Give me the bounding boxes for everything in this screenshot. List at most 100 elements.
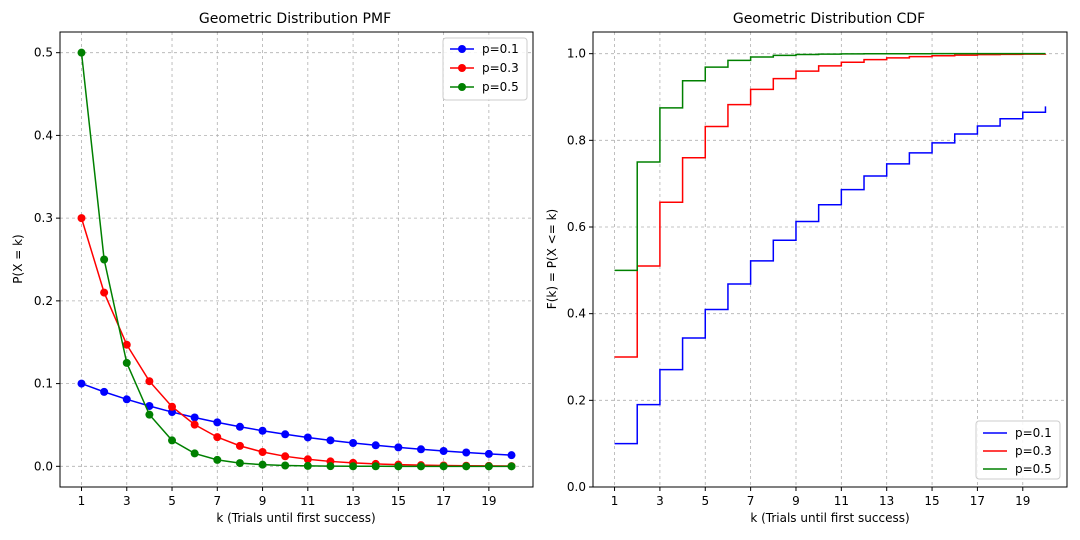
pmf-point-p05 — [416, 462, 425, 471]
pmf-x-ticks: 1 3 5 7 9 11 13 15 17 19 — [78, 487, 497, 508]
pmf-point-p05 — [190, 449, 199, 458]
pmf-x-tick-label: 3 — [123, 494, 131, 508]
pmf-y-tick-label: 0.0 — [34, 459, 53, 473]
pmf-point-p05 — [235, 459, 244, 468]
pmf-point-p05 — [122, 358, 131, 367]
pmf-x-tick-label: 13 — [345, 494, 360, 508]
pmf-point-p01 — [190, 413, 199, 422]
pmf-point-p01 — [462, 448, 471, 457]
pmf-y-tick-label: 0.1 — [34, 377, 53, 391]
pmf-point-p03 — [100, 288, 109, 297]
pmf-point-p05 — [484, 462, 493, 471]
cdf-series-line-p03 — [614, 53, 1047, 358]
cdf-x-tick-label: 7 — [747, 494, 755, 508]
pmf-y-ticks: 0.0 0.1 0.2 0.3 0.4 0.5 — [34, 46, 60, 473]
pmf-point-p03 — [281, 452, 290, 461]
pmf-x-tick-label: 11 — [300, 494, 315, 508]
cdf-title: Geometric Distribution CDF — [733, 11, 925, 27]
pmf-y-tick-label: 0.5 — [34, 46, 53, 60]
pmf-point-p05 — [507, 462, 516, 471]
pmf-series-line-p01 — [81, 382, 512, 456]
pmf-point-p03 — [235, 441, 244, 450]
pmf-plot-frame — [59, 31, 534, 488]
pmf-point-p01 — [439, 447, 448, 456]
pmf-point-p03 — [122, 340, 131, 349]
pmf-point-p05 — [168, 436, 177, 445]
pmf-point-p01 — [326, 436, 335, 445]
pmf-x-axis-label: k (Trials until first success) — [216, 511, 375, 525]
cdf-series — [614, 52, 1047, 445]
cdf-x-tick-label: 9 — [792, 494, 800, 508]
cdf-grid — [593, 32, 1067, 488]
cdf-y-ticks: 0.0 0.2 0.4 0.6 0.8 1.0 — [567, 47, 593, 494]
pmf-point-p05 — [145, 410, 154, 419]
pmf-point-p01 — [77, 379, 86, 388]
pmf-x-tick-label: 5 — [168, 494, 176, 508]
pmf-point-p03 — [145, 377, 154, 386]
cdf-x-tick-label: 19 — [1015, 494, 1030, 508]
pmf-point-p01 — [258, 426, 267, 435]
pmf-x-tick-label: 19 — [481, 494, 496, 508]
cdf-x-tick-label: 17 — [970, 494, 985, 508]
cdf-x-tick-label: 1 — [611, 494, 619, 508]
cdf-chart: Geometric Distribution CDF 1 3 5 7 9 11 13 15 17… — [545, 11, 1068, 525]
pmf-point-p01 — [349, 438, 358, 447]
pmf-point-p05 — [213, 455, 222, 464]
pmf-legend-label-p05: p=0.5 — [482, 80, 519, 94]
pmf-point-p01 — [394, 443, 403, 452]
pmf-point-p03 — [77, 214, 86, 223]
pmf-point-p01 — [484, 449, 493, 458]
cdf-x-tick-label: 15 — [924, 494, 939, 508]
pmf-x-tick-label: 15 — [391, 494, 406, 508]
pmf-point-p03 — [303, 455, 312, 464]
cdf-series-line-p05 — [614, 52, 1046, 272]
cdf-y-tick-label: 0.4 — [567, 307, 586, 321]
cdf-y-tick-label: 1.0 — [567, 47, 586, 61]
pmf-legend-marker-p05 — [458, 83, 466, 91]
cdf-legend-label-p01: p=0.1 — [1015, 426, 1052, 440]
pmf-point-p05 — [462, 462, 471, 471]
pmf-x-tick-label: 9 — [259, 494, 267, 508]
cdf-plot-frame — [592, 31, 1068, 488]
pmf-x-tick-label: 1 — [78, 494, 86, 508]
pmf-point-p05 — [303, 461, 312, 470]
pmf-legend: p=0.1 p=0.3 p=0.5 — [442, 37, 528, 101]
pmf-point-p05 — [281, 461, 290, 470]
pmf-point-p01 — [235, 422, 244, 431]
pmf-point-p01 — [371, 441, 380, 450]
cdf-y-tick-label: 0.2 — [567, 393, 586, 407]
pmf-point-p01 — [122, 395, 131, 404]
cdf-legend-label-p03: p=0.3 — [1015, 444, 1052, 458]
pmf-legend-marker-p01 — [458, 45, 466, 53]
pmf-legend-marker-p03 — [458, 64, 466, 72]
cdf-legend-box — [975, 420, 1061, 480]
pmf-x-tick-label: 17 — [436, 494, 451, 508]
pmf-series — [77, 48, 516, 471]
cdf-legend-label-p05: p=0.5 — [1015, 462, 1052, 476]
pmf-chart: Geometric Distribution PMF 1 3 5 7 9 11 13 15 17… — [11, 11, 534, 525]
pmf-y-axis-label: P(X = k) — [11, 234, 25, 283]
cdf-x-tick-label: 3 — [656, 494, 664, 508]
cdf-legend: p=0.1 p=0.3 p=0.5 — [975, 420, 1061, 480]
pmf-y-tick-label: 0.3 — [34, 211, 53, 225]
pmf-y-tick-label: 0.4 — [34, 128, 53, 142]
cdf-x-tick-label: 5 — [701, 494, 709, 508]
cdf-x-axis-label: k (Trials until first success) — [750, 511, 909, 525]
pmf-legend-label-p01: p=0.1 — [482, 42, 519, 56]
pmf-point-p01 — [303, 433, 312, 442]
cdf-y-axis-label: F(k) = P(X <= k) — [545, 209, 559, 309]
pmf-point-p05 — [258, 460, 267, 469]
pmf-point-p05 — [349, 462, 358, 471]
pmf-point-p03 — [168, 402, 177, 411]
pmf-point-p01 — [281, 430, 290, 439]
pmf-point-p05 — [394, 462, 403, 471]
cdf-x-tick-label: 13 — [879, 494, 894, 508]
pmf-point-p03 — [213, 433, 222, 442]
cdf-series-line-p01 — [614, 106, 1047, 445]
pmf-point-p01 — [213, 418, 222, 427]
cdf-y-tick-label: 0.6 — [567, 220, 586, 234]
pmf-point-p05 — [77, 48, 86, 57]
pmf-point-p01 — [145, 402, 154, 411]
pmf-y-tick-label: 0.2 — [34, 294, 53, 308]
